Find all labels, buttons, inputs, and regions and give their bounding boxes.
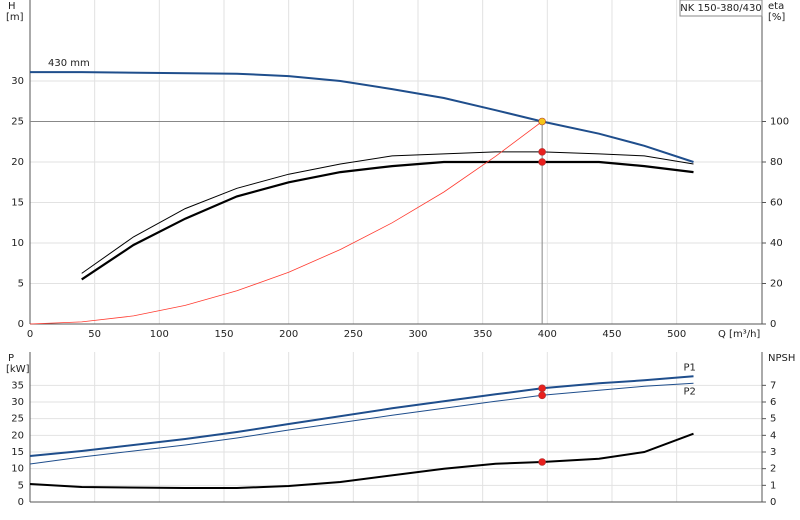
y-tick-label: 25 — [11, 117, 24, 128]
y-tick-label: 20 — [11, 157, 24, 168]
y-tick-label: 20 — [11, 430, 24, 441]
y2-tick-label: 3 — [770, 447, 776, 458]
y-unit: [kW] — [6, 364, 30, 375]
operating-marker — [538, 148, 546, 156]
x-tick-label: 500 — [667, 329, 686, 340]
y-label: P — [8, 353, 14, 364]
y-tick-label: 35 — [11, 380, 24, 391]
y2-unit: [%] — [768, 12, 785, 23]
title-box — [679, 0, 763, 17]
operating-marker — [538, 391, 546, 400]
series-label: P1 — [683, 362, 695, 373]
y2-tick-label: 60 — [770, 198, 783, 209]
y2-tick-label: 0 — [770, 497, 776, 508]
series-label: P2 — [683, 386, 695, 397]
x-tick-label: 50 — [88, 329, 101, 340]
y2-label: eta — [768, 1, 784, 12]
x-tick-label: 300 — [408, 329, 427, 340]
x-tick-label: 350 — [473, 329, 492, 340]
y2-tick-label: 1 — [770, 480, 776, 491]
curve — [29, 375, 694, 457]
curve — [29, 432, 694, 489]
x-tick-label: 0 — [27, 329, 33, 340]
curve — [81, 151, 694, 274]
x-tick-label: 450 — [602, 329, 621, 340]
y2-tick-label: 40 — [770, 238, 783, 249]
y2-tick-label: 0 — [770, 319, 776, 330]
y-tick-label: 30 — [11, 397, 24, 408]
y-unit: [m] — [6, 12, 24, 23]
x-tick-label: 100 — [150, 329, 169, 340]
x-tick-label: 200 — [279, 329, 298, 340]
y2-tick-label: 4 — [770, 430, 776, 441]
y-tick-label: 30 — [11, 76, 24, 87]
y-tick-label: 0 — [18, 319, 24, 330]
operating-marker — [538, 158, 546, 166]
operating-marker — [538, 117, 546, 126]
y2-tick-label: 100 — [770, 117, 789, 128]
curve — [29, 121, 543, 325]
chart-title: NK 150-380/430 — [680, 3, 761, 14]
operating-marker — [538, 458, 546, 466]
y-tick-label: 15 — [11, 198, 24, 209]
y2-tick-label: 20 — [770, 279, 783, 290]
y-tick-label: 5 — [18, 480, 24, 491]
x-tick-label: 150 — [214, 329, 233, 340]
x-tick-label: 250 — [344, 329, 363, 340]
y-tick-label: 0 — [18, 497, 24, 508]
x-label: Q [m³/h] — [718, 329, 760, 340]
y-tick-label: 5 — [18, 279, 24, 290]
curve — [81, 160, 694, 281]
curve — [30, 71, 694, 163]
y2-tick-label: 5 — [770, 414, 776, 425]
y2-label: NPSH — [768, 353, 795, 364]
y-tick-label: 15 — [11, 447, 24, 458]
y2-tick-label: 6 — [770, 397, 776, 408]
y-tick-label: 10 — [11, 238, 24, 249]
y-label: H — [8, 1, 16, 12]
x-tick-label: 400 — [538, 329, 557, 340]
y2-tick-label: 2 — [770, 464, 776, 475]
series-label: 430 mm — [48, 58, 90, 69]
curve — [29, 382, 694, 465]
operating-marker — [538, 384, 546, 393]
y-tick-label: 10 — [11, 464, 24, 475]
y2-tick-label: 80 — [770, 157, 783, 168]
y-tick-label: 25 — [11, 414, 24, 425]
y2-tick-label: 7 — [770, 380, 776, 391]
